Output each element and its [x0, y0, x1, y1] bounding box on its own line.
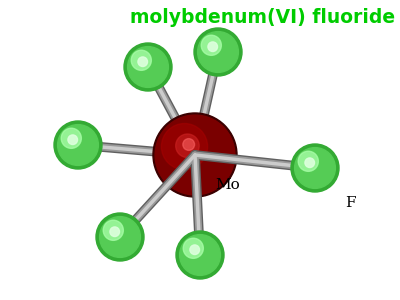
Circle shape [103, 220, 123, 240]
Text: F: F [345, 196, 356, 210]
Circle shape [96, 213, 144, 261]
Circle shape [58, 124, 98, 165]
Circle shape [183, 139, 194, 150]
Circle shape [176, 134, 199, 158]
Circle shape [305, 158, 314, 167]
Circle shape [194, 28, 242, 76]
Circle shape [190, 245, 200, 254]
Circle shape [201, 35, 221, 56]
Circle shape [61, 128, 81, 148]
Circle shape [100, 217, 140, 257]
Circle shape [161, 124, 208, 170]
Circle shape [208, 42, 218, 52]
Circle shape [153, 113, 237, 197]
Circle shape [180, 235, 220, 275]
Circle shape [155, 115, 235, 195]
Circle shape [124, 43, 172, 91]
Text: Mo: Mo [215, 178, 240, 192]
Circle shape [138, 57, 148, 67]
Circle shape [128, 46, 168, 87]
Circle shape [68, 135, 78, 145]
Circle shape [291, 144, 339, 192]
Circle shape [183, 238, 203, 258]
Circle shape [294, 148, 335, 188]
Circle shape [298, 151, 318, 171]
Text: molybdenum(VI) fluoride: molybdenum(VI) fluoride [130, 8, 395, 27]
Circle shape [54, 121, 102, 169]
Circle shape [110, 227, 120, 236]
Circle shape [131, 50, 151, 70]
Circle shape [198, 32, 238, 72]
Circle shape [176, 231, 224, 279]
